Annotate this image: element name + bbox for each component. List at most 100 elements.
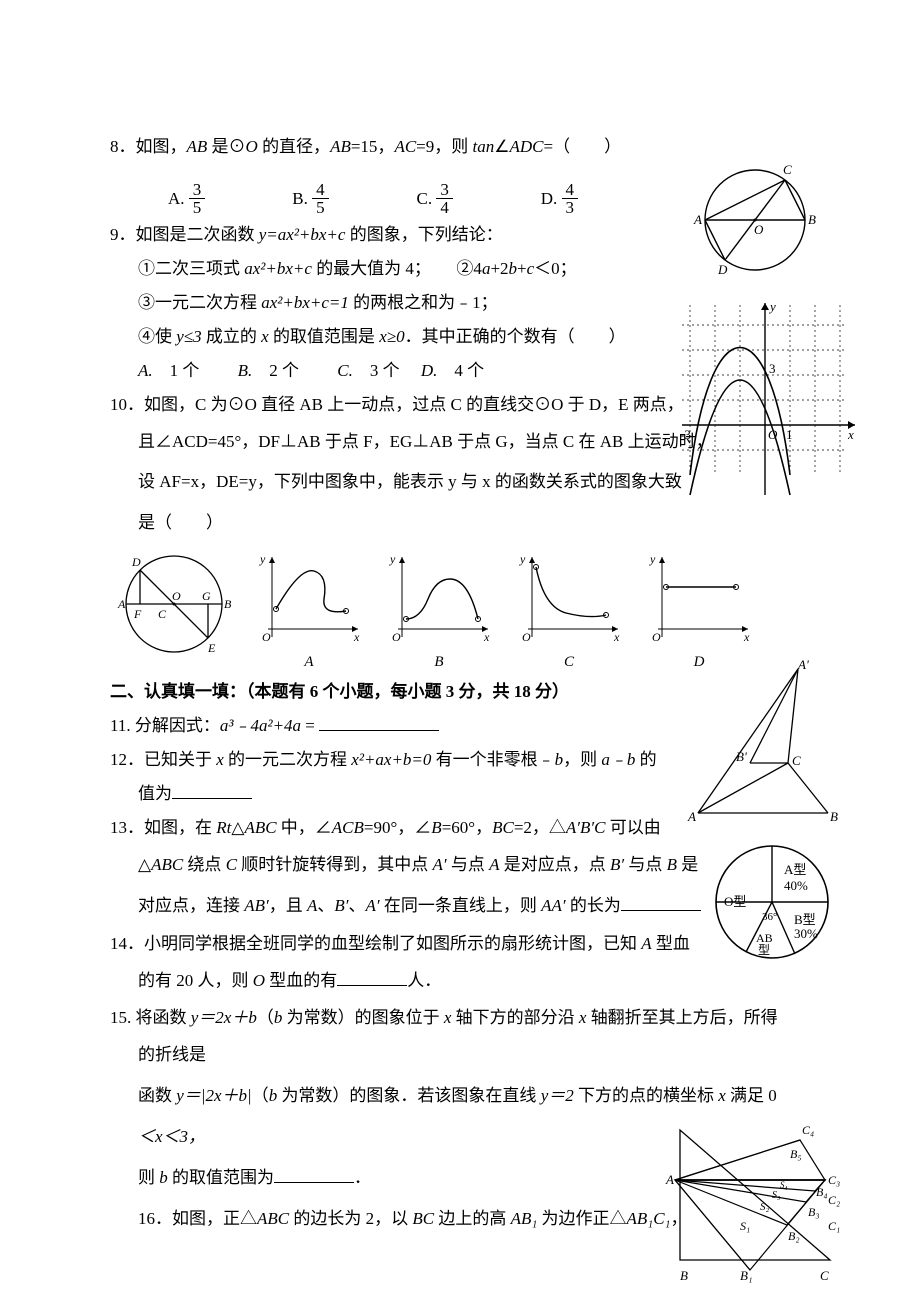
svg-text:B₂: B₂ — [788, 1229, 800, 1243]
q15-blank — [274, 1165, 354, 1183]
svg-text:30%: 30% — [794, 926, 818, 941]
svg-text:A: A — [693, 212, 702, 227]
q8-figure: A B C D O — [670, 160, 840, 285]
q8-ab2: AB — [330, 137, 351, 156]
svg-text:C: C — [158, 607, 167, 621]
q10-graphB: x y O B — [380, 549, 498, 671]
svg-text:O: O — [172, 589, 181, 603]
svg-text:O: O — [262, 630, 271, 644]
svg-text:D: D — [717, 262, 728, 277]
q10-circle-fig: A B D E F C O G — [110, 548, 238, 671]
q8-fracD: 43 — [562, 181, 579, 216]
q12-blank — [172, 781, 252, 799]
svg-text:A: A — [117, 597, 126, 611]
svg-text:-3: -3 — [680, 427, 691, 442]
svg-text:y: y — [259, 552, 266, 566]
q16-figure: A B₁ B C C₁ C₂ C₃ C₄ B₂ B₃ B₄ B₅ S₁ S₂ S… — [660, 1080, 860, 1285]
q8-ac: AC — [394, 137, 416, 156]
svg-text:x: x — [847, 427, 854, 442]
q8-m1: 是⊙ — [207, 137, 245, 156]
q8-m2: 的直径， — [258, 137, 330, 156]
svg-text:B₄: B₄ — [816, 1185, 828, 1199]
q8-tail: =（ ） — [544, 137, 622, 156]
svg-text:B: B — [680, 1268, 688, 1283]
svg-text:B: B — [808, 212, 816, 227]
svg-text:x: x — [353, 630, 360, 644]
svg-text:A: A — [687, 809, 696, 824]
q10-graphD: x y O D — [640, 549, 758, 671]
svg-text:B₁: B₁ — [740, 1268, 752, 1283]
svg-text:S₂: S₂ — [760, 1201, 770, 1213]
svg-text:B: B — [224, 597, 232, 611]
svg-text:C: C — [792, 753, 801, 768]
q14-blank — [337, 968, 407, 986]
page: 8．如图，AB 是⊙O 的直径，AB=15，AC=9，则 tan∠ADC=（ ）… — [0, 0, 920, 1302]
svg-text:A型: A型 — [784, 862, 806, 877]
svg-text:C: C — [783, 162, 792, 177]
svg-text:3: 3 — [769, 361, 776, 376]
q8-optB: B. 45 — [292, 182, 412, 218]
svg-text:型: 型 — [758, 943, 770, 957]
q8-adc: ADC — [510, 137, 544, 156]
q8-C: C. — [417, 189, 433, 208]
q8-optD: D. 43 — [541, 182, 661, 218]
svg-text:B': B' — [736, 749, 747, 764]
svg-text:D: D — [131, 555, 141, 569]
svg-text:B: B — [830, 809, 838, 824]
svg-text:C₁: C₁ — [828, 1219, 840, 1233]
svg-text:O: O — [652, 630, 661, 644]
svg-text:C₂: C₂ — [828, 1193, 840, 1207]
svg-text:C: C — [820, 1268, 829, 1283]
q11-blank — [319, 713, 439, 731]
q10-graphs: A B D E F C O G x y O A — [110, 548, 830, 671]
q8-optA: A. 35 — [168, 182, 288, 218]
q15-l2: 的折线是 — [110, 1035, 830, 1076]
svg-text:O: O — [754, 222, 764, 237]
q8-fracA: 35 — [189, 181, 206, 216]
svg-text:x: x — [613, 630, 620, 644]
svg-text:S₁: S₁ — [740, 1219, 750, 1233]
svg-text:1: 1 — [786, 427, 793, 442]
svg-text:O: O — [392, 630, 401, 644]
svg-text:O: O — [768, 427, 778, 442]
svg-text:O: O — [522, 630, 531, 644]
svg-text:C₄: C₄ — [802, 1123, 814, 1137]
q8-fracB: 45 — [312, 181, 329, 216]
q8-tan: tan — [473, 137, 495, 156]
q8-A: A. — [168, 189, 185, 208]
q8-o: O — [246, 137, 258, 156]
svg-text:40%: 40% — [784, 878, 808, 893]
svg-text:F: F — [133, 607, 142, 621]
svg-text:E: E — [207, 641, 216, 655]
svg-text:B₅: B₅ — [790, 1147, 802, 1161]
svg-text:y: y — [519, 552, 526, 566]
q8-eq1: =15， — [351, 137, 395, 156]
q13-figure: A B C B' A' — [680, 655, 840, 830]
svg-text:36°: 36° — [762, 911, 777, 923]
q8-pre: 8．如图， — [110, 137, 187, 156]
circle-icon: A B D E F C O G — [110, 548, 238, 666]
q14-figure: A型 40% B型 30% AB 型 36° O型 — [700, 838, 850, 973]
svg-text:B型: B型 — [794, 912, 816, 927]
svg-text:C₃: C₃ — [828, 1173, 840, 1187]
q13-blank — [621, 893, 701, 911]
svg-text:y: y — [649, 552, 656, 566]
svg-text:S₃: S₃ — [772, 1190, 781, 1201]
svg-text:G: G — [202, 589, 211, 603]
q8-stem: 8．如图，AB 是⊙O 的直径，AB=15，AC=9，则 tan∠ADC=（ ） — [110, 130, 830, 164]
svg-text:x: x — [483, 630, 490, 644]
svg-text:x: x — [743, 630, 750, 644]
svg-text:A': A' — [797, 657, 809, 672]
svg-text:y: y — [768, 299, 776, 314]
q8-fracC: 34 — [436, 181, 453, 216]
q8-D: D. — [541, 189, 558, 208]
q8-B: B. — [292, 189, 308, 208]
q15-l1: 15. 将函数 y＝2x＋b（b 为常数）的图象位于 x 轴下方的部分沿 x 轴… — [110, 1001, 830, 1035]
q8-ang: ∠ — [494, 137, 509, 156]
q9-figure: x y O -3 1 3 — [670, 295, 860, 510]
q10-graphA: x y O A — [250, 549, 368, 671]
svg-text:B₃: B₃ — [808, 1205, 820, 1219]
svg-text:S₄: S₄ — [780, 1180, 788, 1190]
q10-graphC: x y O C — [510, 549, 628, 671]
svg-text:y: y — [389, 552, 396, 566]
